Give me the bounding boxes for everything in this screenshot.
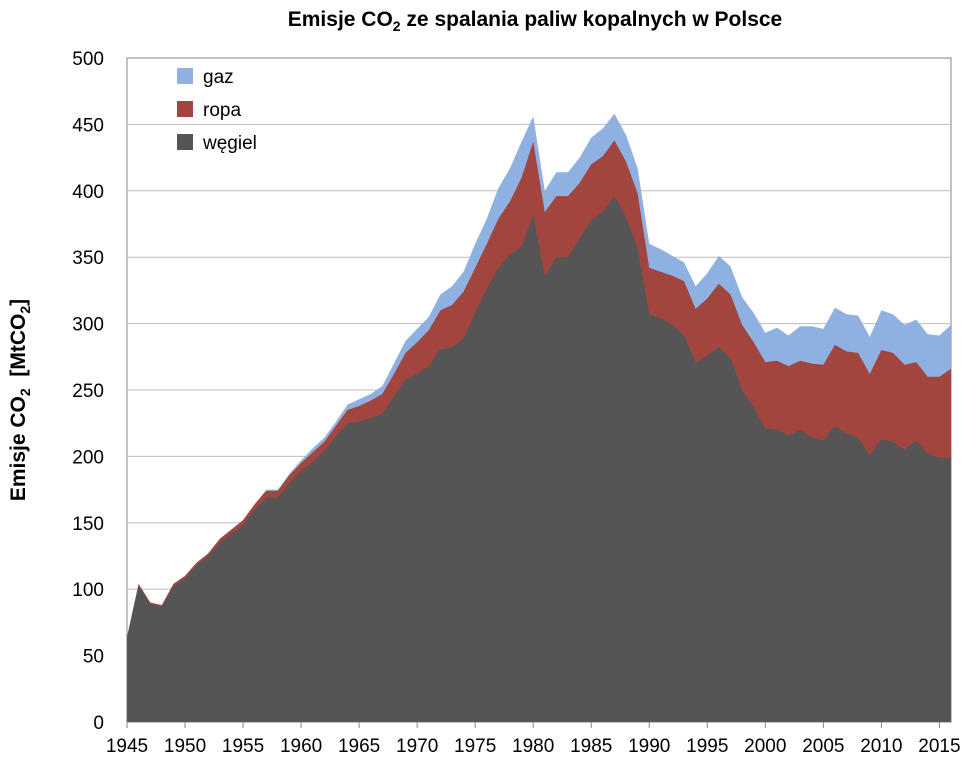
y-tick-label: 50: [83, 647, 104, 668]
x-tick-label: 1970: [396, 736, 438, 757]
y-tick-label: 300: [72, 315, 104, 336]
legend-label: ropa: [203, 100, 241, 121]
y-tick-label: 350: [72, 248, 104, 269]
legend-label: gaz: [203, 67, 234, 88]
x-tick-label: 1975: [454, 736, 496, 757]
x-tick-label: 1945: [106, 736, 148, 757]
x-tick-label: 2015: [918, 736, 960, 757]
chart-title: Emisje CO2 ze spalania paliw kopalnych w…: [287, 8, 783, 35]
x-tick-label: 1980: [512, 736, 554, 757]
x-tick-label: 1955: [222, 736, 264, 757]
x-tick-label: 1990: [628, 736, 670, 757]
x-tick-label: 2010: [860, 736, 902, 757]
x-tick-label: 1985: [570, 736, 612, 757]
y-tick-label: 150: [72, 514, 104, 535]
y-tick-label: 450: [72, 115, 104, 136]
y-tick-label: 100: [72, 580, 104, 601]
area-series-0: [127, 196, 951, 723]
x-axis-ticks: 1945 1950 1955 1960 1965 1970 1975 1980 1985 1990…: [106, 722, 961, 757]
x-tick-label: 1960: [280, 736, 322, 757]
legend-swatch: [177, 134, 193, 150]
x-tick-label: 2005: [802, 736, 844, 757]
y-tick-label: 400: [72, 182, 104, 203]
legend: gaz ropa węgiel: [177, 67, 257, 154]
y-axis-ticks: 0 50 100 150 200 250 300 350 400 450 500: [72, 49, 104, 734]
x-tick-label: 1950: [164, 736, 206, 757]
stacked-areas: [127, 113, 951, 723]
legend-label: węgiel: [202, 133, 257, 154]
y-tick-label: 0: [93, 713, 104, 734]
x-tick-label: 1995: [686, 736, 728, 757]
y-tick-label: 200: [72, 447, 104, 468]
x-tick-label: 2000: [744, 736, 786, 757]
y-tick-label: 500: [72, 49, 104, 70]
y-tick-label: 250: [72, 381, 104, 402]
legend-swatch: [177, 101, 193, 117]
legend-swatch: [177, 68, 193, 84]
x-tick-label: 1965: [338, 736, 380, 757]
